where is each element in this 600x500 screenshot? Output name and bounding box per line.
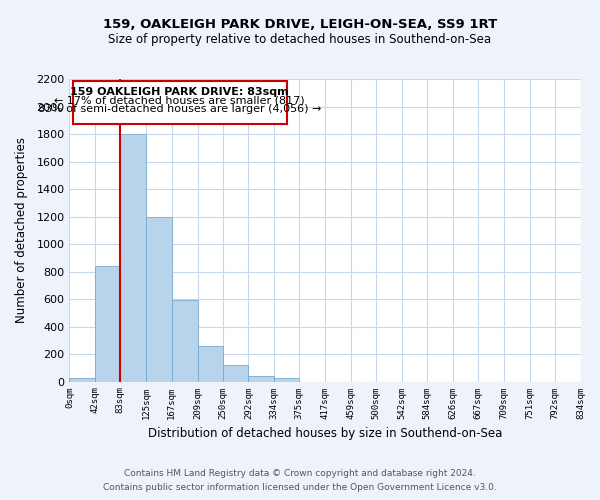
Bar	[274, 378, 299, 382]
Text: 83% of semi-detached houses are larger (4,056) →: 83% of semi-detached houses are larger (…	[38, 104, 322, 114]
Bar	[146, 216, 172, 382]
Text: Contains HM Land Registry data © Crown copyright and database right 2024.: Contains HM Land Registry data © Crown c…	[124, 468, 476, 477]
Bar	[248, 376, 274, 382]
Bar	[121, 134, 146, 382]
X-axis label: Distribution of detached houses by size in Southend-on-Sea: Distribution of detached houses by size …	[148, 427, 502, 440]
Bar	[197, 346, 223, 382]
Y-axis label: Number of detached properties: Number of detached properties	[15, 138, 28, 324]
Bar	[70, 378, 95, 382]
Text: 159 OAKLEIGH PARK DRIVE: 83sqm: 159 OAKLEIGH PARK DRIVE: 83sqm	[70, 88, 289, 98]
Text: 159, OAKLEIGH PARK DRIVE, LEIGH-ON-SEA, SS9 1RT: 159, OAKLEIGH PARK DRIVE, LEIGH-ON-SEA, …	[103, 18, 497, 30]
FancyBboxPatch shape	[73, 81, 287, 124]
Bar	[172, 300, 197, 382]
Bar	[223, 365, 248, 382]
Text: ← 17% of detached houses are smaller (817): ← 17% of detached houses are smaller (81…	[55, 96, 305, 106]
Text: Contains public sector information licensed under the Open Government Licence v3: Contains public sector information licen…	[103, 484, 497, 492]
Bar	[95, 266, 121, 382]
Text: Size of property relative to detached houses in Southend-on-Sea: Size of property relative to detached ho…	[109, 32, 491, 46]
